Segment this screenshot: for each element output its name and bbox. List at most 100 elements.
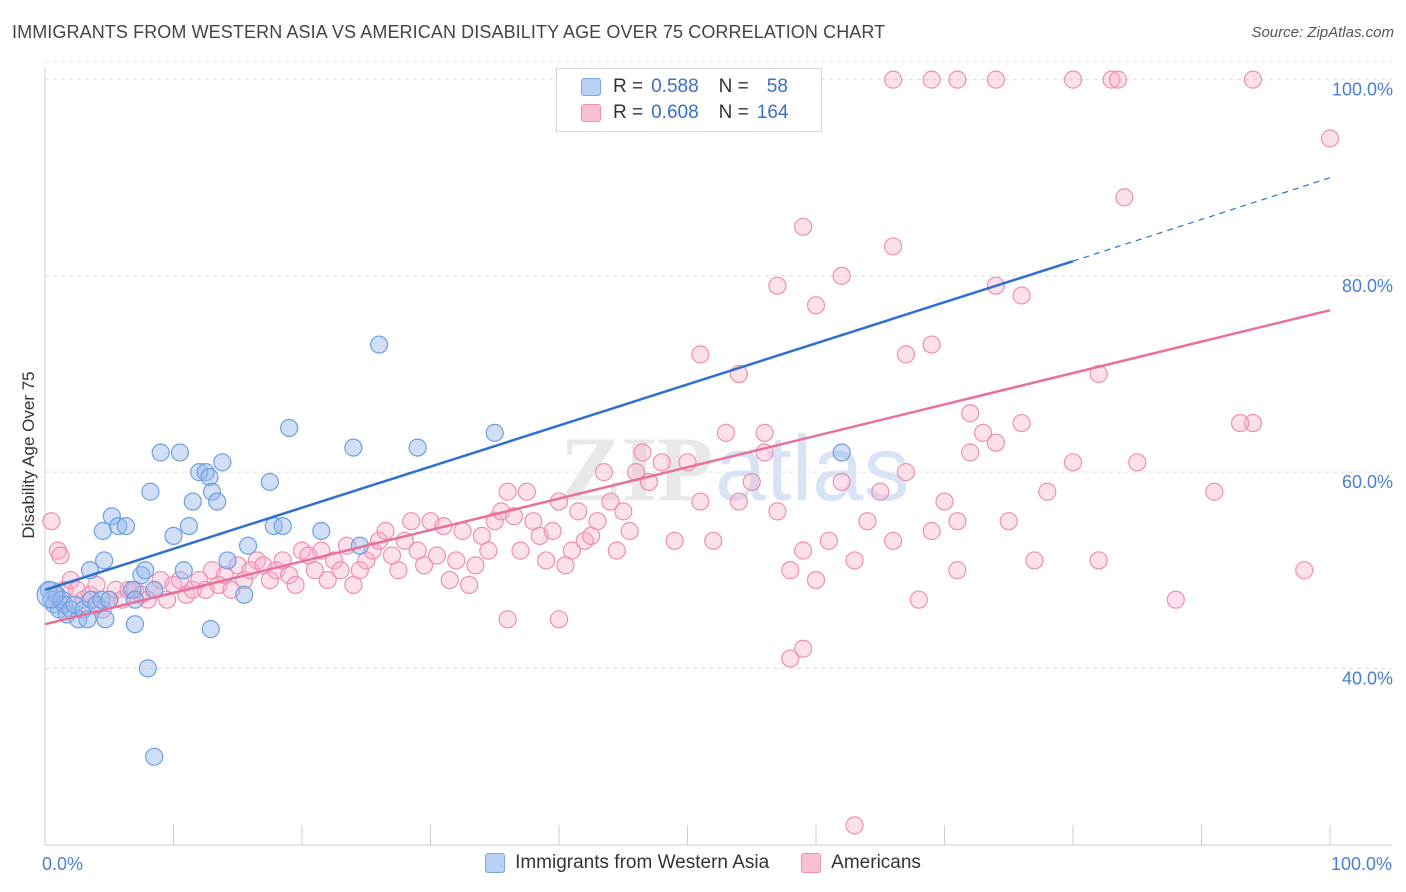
point-immigrants [280, 418, 299, 438]
point-americans [845, 551, 864, 570]
point-americans [1243, 70, 1263, 89]
point-immigrants [179, 516, 199, 536]
point-americans [1012, 286, 1031, 305]
point-americans [1102, 70, 1121, 89]
point-americans [896, 463, 916, 482]
point-americans [845, 816, 864, 835]
point-americans [594, 463, 614, 482]
point-americans [1089, 551, 1108, 570]
legend-n-value: 164 [756, 102, 789, 123]
point-americans [986, 433, 1006, 452]
point-americans [665, 531, 684, 550]
point-immigrants [832, 443, 851, 462]
point-immigrants [408, 438, 427, 457]
point-immigrants [100, 590, 119, 609]
point-americans [1025, 551, 1044, 570]
point-americans [858, 512, 877, 531]
point-americans [1063, 70, 1083, 89]
point-americans [42, 512, 61, 531]
watermark-zip: ZIP [560, 418, 713, 520]
point-americans [511, 541, 530, 560]
trend-immigrants [44, 259, 1074, 592]
point-immigrants [370, 335, 389, 354]
point-americans [498, 610, 517, 629]
point-americans [51, 546, 70, 565]
point-americans [716, 423, 736, 442]
point-americans [742, 472, 761, 492]
point-americans [896, 345, 916, 364]
point-immigrants [202, 482, 222, 501]
legend-n-label: N = [718, 102, 749, 123]
axis-labels: 40.0% 60.0% 80.0% 100.0% 0.0% 100.0% Disabilit… [19, 80, 1393, 874]
point-immigrants [96, 610, 115, 629]
x-tick-label-max: 100.0% [1331, 854, 1392, 874]
point-immigrants [485, 423, 504, 442]
point-americans [318, 570, 337, 590]
point-americans [286, 575, 305, 595]
point-americans [414, 556, 434, 575]
legend-swatch-immigrants [581, 78, 601, 96]
point-americans [935, 492, 954, 511]
point-americans [537, 551, 556, 570]
point-immigrants [218, 551, 237, 570]
legend-swatch-immigrants [485, 853, 506, 873]
legend-n-label: N = [718, 76, 749, 97]
point-americans [485, 512, 504, 531]
legend-item-americans[interactable]: Americans [801, 852, 921, 874]
point-immigrants [235, 585, 254, 604]
point-americans [549, 492, 569, 511]
chart-title: IMMIGRANTS FROM WESTERN ASIA VS AMERICAN… [12, 22, 886, 42]
point-americans [691, 345, 710, 364]
point-immigrants [138, 659, 157, 678]
legend-label-immigrants: Immigrants from Western Asia [515, 852, 770, 873]
point-americans [447, 551, 466, 570]
point-americans [819, 531, 838, 550]
legend-r-value: 0.608 [651, 102, 699, 123]
point-americans [691, 492, 710, 511]
bottom-legend: Immigrants from Western Asia Americans [0, 852, 1406, 874]
point-immigrants [183, 492, 202, 511]
point-americans [806, 570, 826, 590]
y-tick-label: 60.0% [1342, 472, 1393, 492]
point-americans [768, 276, 787, 295]
point-americans [498, 482, 517, 501]
point-americans [1063, 453, 1083, 472]
point-americans [305, 561, 324, 580]
point-americans [562, 541, 581, 560]
point-immigrants [238, 536, 258, 555]
point-americans [331, 561, 350, 580]
stats-legend: R = 0.588 N = 58 R = 0.608 N = 164 [556, 68, 822, 132]
trend-americans [44, 309, 1331, 626]
point-americans [883, 237, 903, 256]
watermark: ZIP atlas [560, 418, 909, 520]
point-americans [973, 423, 993, 442]
point-americans [1243, 413, 1263, 433]
point-americans [1128, 453, 1147, 472]
axes [44, 68, 1392, 846]
point-americans [1115, 188, 1134, 207]
point-immigrants [109, 516, 128, 536]
gridlines [45, 61, 1392, 669]
point-americans [883, 70, 903, 89]
point-americans [504, 507, 524, 526]
point-americans [1295, 561, 1314, 580]
point-immigrants [145, 747, 164, 766]
point-americans [350, 561, 369, 580]
trend-lines [44, 177, 1331, 626]
point-americans [999, 512, 1018, 531]
point-americans [1012, 413, 1031, 433]
point-americans [948, 561, 967, 580]
point-immigrants [151, 443, 170, 462]
trend-immigrants-extension [1072, 177, 1331, 262]
point-americans [781, 561, 800, 580]
point-immigrants [116, 516, 136, 536]
legend-item-immigrants[interactable]: Immigrants from Western Asia [485, 852, 769, 874]
point-americans [986, 70, 1006, 89]
point-americans [569, 502, 588, 521]
y-tick-label: 40.0% [1342, 668, 1393, 688]
point-americans [427, 546, 447, 565]
point-americans [794, 541, 813, 560]
y-axis-title: Disability Age Over 75 [19, 371, 38, 538]
point-americans [620, 521, 639, 541]
